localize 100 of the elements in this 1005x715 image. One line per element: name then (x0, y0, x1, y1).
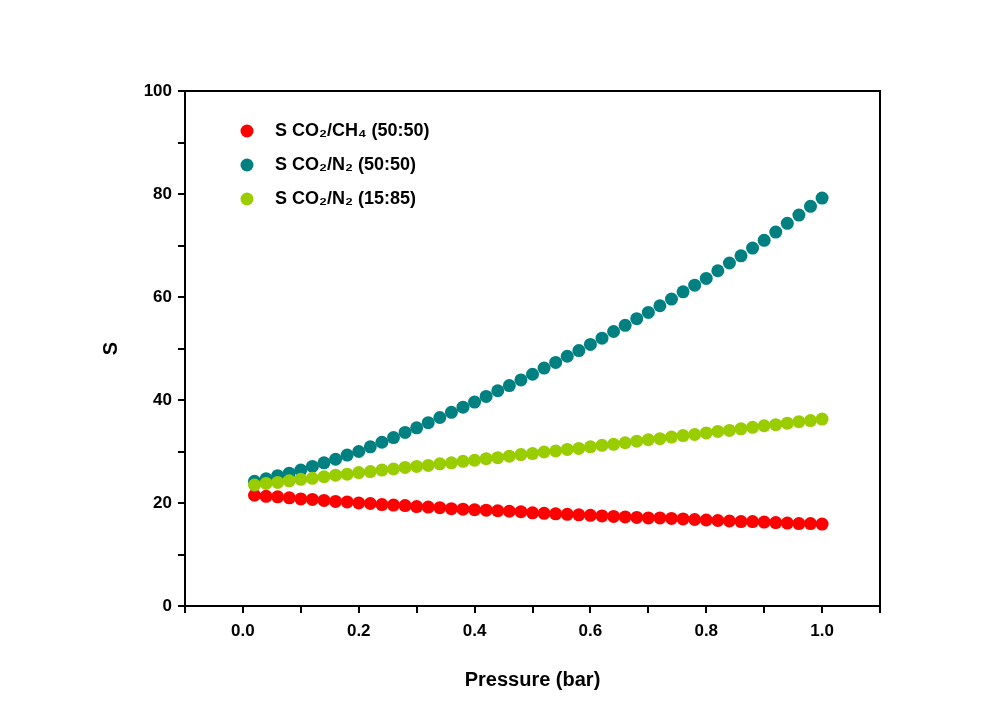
point (676, 285, 690, 299)
point (676, 429, 690, 443)
point (618, 510, 632, 524)
point (421, 500, 435, 514)
point (583, 337, 597, 351)
point (491, 384, 505, 398)
point (630, 312, 644, 326)
point (329, 494, 343, 508)
point (711, 424, 725, 438)
x-tick-label: 0.0 (231, 620, 255, 640)
point (537, 361, 551, 375)
point (491, 451, 505, 465)
point (340, 448, 354, 462)
point (583, 508, 597, 522)
point (734, 422, 748, 436)
point (502, 379, 516, 393)
point (468, 503, 482, 517)
point (421, 458, 435, 472)
x-tick-label: 0.8 (694, 620, 719, 640)
point (294, 492, 308, 506)
point (630, 510, 644, 524)
point (699, 426, 713, 440)
point (433, 411, 447, 425)
point (734, 515, 748, 529)
point (398, 460, 412, 474)
x-axis-title: Pressure (bar) (464, 667, 601, 690)
point (537, 445, 551, 459)
x-tick-label: 0.4 (462, 620, 487, 640)
point (410, 421, 424, 435)
point (653, 511, 667, 525)
y-axis-title: S (98, 341, 121, 356)
point (549, 355, 563, 369)
point (514, 448, 528, 462)
point (317, 456, 331, 470)
point (804, 414, 817, 428)
point (375, 435, 389, 449)
point (456, 454, 470, 468)
point (665, 292, 678, 306)
point (329, 452, 343, 466)
point (792, 415, 806, 429)
point (595, 438, 609, 452)
point (526, 447, 539, 461)
point (780, 416, 794, 430)
point (305, 471, 319, 485)
point (630, 434, 644, 448)
point (282, 474, 296, 488)
point (421, 416, 435, 430)
point (653, 432, 667, 446)
point (410, 500, 424, 514)
point (780, 516, 794, 530)
point (757, 233, 771, 247)
point (433, 457, 447, 471)
point (595, 509, 609, 523)
point (479, 503, 493, 517)
point (317, 493, 331, 507)
y-tick-label: 100 (143, 80, 172, 100)
point (607, 325, 621, 339)
point (792, 517, 806, 531)
point (537, 506, 551, 520)
point (711, 264, 725, 278)
y-tick-label: 0 (162, 595, 172, 615)
point (572, 441, 586, 455)
point (815, 412, 829, 426)
point (387, 498, 400, 512)
point (433, 501, 447, 515)
point (722, 256, 736, 270)
point (294, 472, 308, 486)
legend-label: S CO₂/N₂ (50:50) (275, 153, 417, 174)
point (560, 507, 574, 521)
point (595, 331, 609, 345)
point (398, 499, 412, 513)
point (526, 506, 539, 520)
point (410, 459, 424, 473)
point (583, 440, 597, 454)
point (734, 249, 748, 263)
point (526, 367, 539, 381)
point (607, 509, 621, 523)
point (456, 502, 470, 516)
x-tick-label: 1.0 (810, 620, 834, 640)
point (375, 463, 389, 477)
point (305, 459, 319, 473)
point (259, 476, 273, 490)
legend-label: S CO₂/CH₄ (50:50) (275, 119, 430, 140)
point (271, 475, 285, 489)
point (444, 456, 458, 470)
y-tick-label: 60 (153, 286, 172, 306)
x-tick-label: 0.2 (346, 620, 371, 640)
point (340, 467, 354, 481)
point (746, 515, 760, 529)
point (711, 514, 725, 528)
point (607, 437, 621, 451)
point (340, 495, 354, 509)
point (352, 445, 366, 458)
point (653, 299, 667, 313)
y-tick-label: 80 (153, 183, 172, 203)
point (757, 515, 771, 529)
point (502, 504, 516, 518)
point (502, 449, 516, 463)
point (444, 502, 458, 516)
point (305, 492, 319, 506)
